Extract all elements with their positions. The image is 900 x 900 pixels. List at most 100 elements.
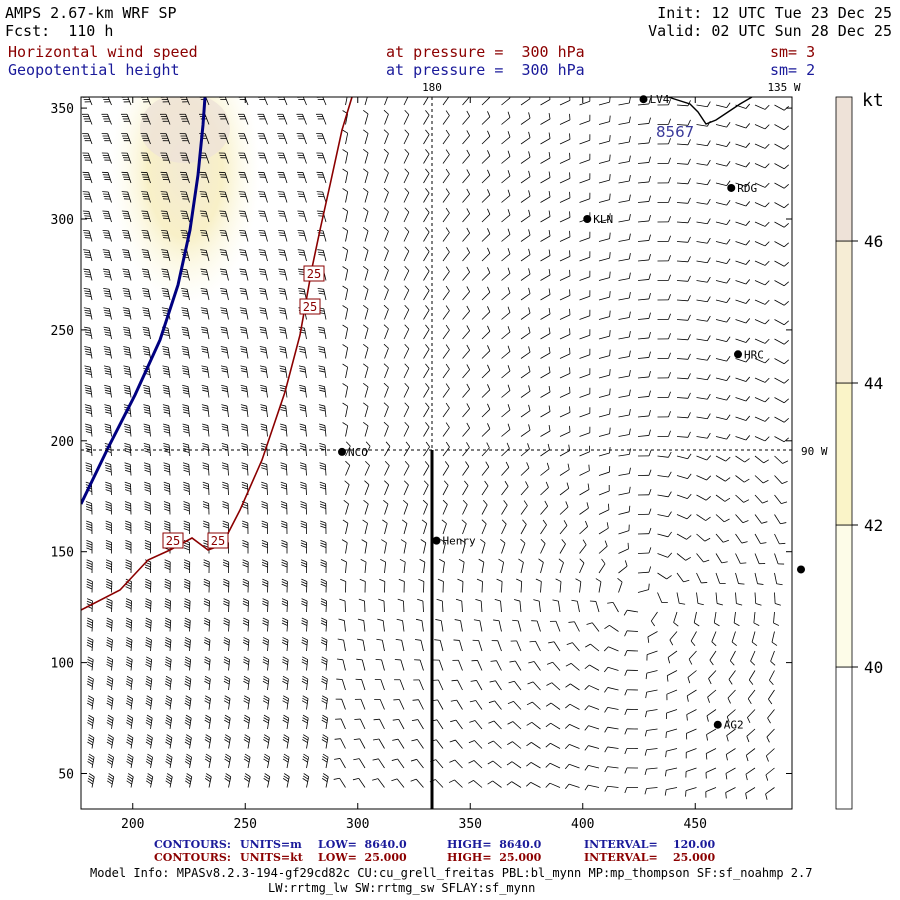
wind-barb-flag bbox=[263, 714, 270, 719]
wind-barb-flag bbox=[85, 409, 92, 412]
wind-barb-flag bbox=[201, 254, 208, 256]
wind-barb bbox=[247, 757, 251, 769]
wind-barb-flag bbox=[123, 309, 130, 312]
wind-barb bbox=[110, 464, 112, 476]
init-time: Init: 12 UTC Tue 23 Dec 25 bbox=[657, 4, 892, 22]
wind-barb-flag bbox=[707, 159, 711, 166]
wind-barb bbox=[559, 469, 570, 476]
wind-barb-flag bbox=[142, 329, 150, 332]
wind-barb-flag bbox=[243, 680, 249, 685]
wind-barb-flag bbox=[783, 379, 789, 384]
wind-barb bbox=[345, 308, 349, 320]
wind-barb-flag bbox=[122, 268, 129, 271]
colorbar-segment bbox=[835, 382, 853, 526]
wind-barb-flag bbox=[352, 778, 359, 781]
wind-barb bbox=[559, 177, 571, 184]
wind-barb-flag bbox=[281, 559, 288, 563]
wind-barb bbox=[91, 698, 94, 710]
wind-barb bbox=[361, 679, 366, 691]
wind-barb-flag bbox=[184, 658, 191, 663]
wind-barb-flag bbox=[86, 625, 93, 629]
wind-barb bbox=[538, 601, 541, 613]
wind-barb-flag bbox=[281, 603, 288, 607]
wind-barb bbox=[441, 600, 444, 613]
wind-barb-flag bbox=[243, 678, 250, 682]
wind-barb bbox=[245, 289, 249, 301]
wind-barb bbox=[501, 562, 504, 574]
wind-barb-flag bbox=[282, 675, 289, 680]
wind-barb bbox=[88, 250, 93, 262]
wind-barb-flag bbox=[648, 234, 651, 241]
wind-barb-flag bbox=[205, 695, 211, 699]
wind-barb bbox=[244, 97, 249, 106]
colorbar-segment bbox=[835, 524, 853, 668]
wind-barb-flag bbox=[201, 312, 208, 315]
wind-barb-flag bbox=[126, 639, 132, 643]
wind-barb-flag bbox=[751, 641, 758, 646]
wind-barb-flag bbox=[260, 389, 267, 392]
wind-barb bbox=[540, 216, 551, 223]
wind-barb-flag bbox=[628, 155, 631, 162]
wind-barb-flag bbox=[300, 539, 307, 543]
wind-barb-flag bbox=[261, 539, 268, 543]
wind-barb bbox=[458, 660, 463, 671]
wind-barb bbox=[284, 308, 288, 320]
wind-barb bbox=[501, 467, 510, 476]
wind-barb bbox=[579, 100, 590, 106]
wind-barb-flag bbox=[363, 422, 369, 427]
wind-barb bbox=[303, 230, 307, 242]
wind-barb-flag bbox=[203, 583, 210, 587]
wind-barb bbox=[359, 718, 366, 730]
wind-barb bbox=[245, 367, 249, 379]
wind-barb bbox=[267, 620, 269, 632]
wind-barb-flag bbox=[548, 171, 551, 178]
wind-barb-flag bbox=[706, 734, 708, 741]
wind-barb-flag bbox=[125, 598, 132, 602]
wind-barb bbox=[167, 269, 171, 281]
wind-barb-flag bbox=[745, 318, 751, 324]
wind-barb-flag bbox=[687, 473, 692, 479]
wind-barb-flag bbox=[648, 371, 651, 378]
wind-barb-flag bbox=[363, 246, 369, 251]
wind-barb-flag bbox=[300, 561, 307, 565]
wind-barb-flag bbox=[147, 773, 153, 778]
wind-barb-flag bbox=[282, 719, 289, 724]
wind-barb bbox=[696, 533, 706, 542]
wind-barb-flag bbox=[566, 482, 570, 489]
wind-barb bbox=[358, 778, 366, 788]
wind-barb bbox=[754, 494, 763, 504]
wind-barb bbox=[765, 767, 775, 776]
wind-barb-flag bbox=[318, 365, 325, 368]
wind-barb-flag bbox=[162, 234, 169, 237]
wind-barb-flag bbox=[106, 625, 112, 629]
wind-barb bbox=[676, 104, 688, 107]
wind-barb bbox=[501, 136, 511, 145]
wind-barb-flag bbox=[260, 351, 267, 353]
wind-barb-flag bbox=[84, 234, 91, 237]
wind-barb-flag bbox=[705, 516, 711, 521]
wind-barb-flag bbox=[687, 197, 691, 204]
wind-barb-flag bbox=[165, 675, 172, 680]
wind-barb bbox=[646, 689, 658, 693]
wind-barb-flag bbox=[126, 697, 133, 702]
wind-barb-flag bbox=[85, 411, 92, 414]
wind-barb bbox=[497, 640, 502, 652]
wind-barb-flag bbox=[126, 700, 133, 704]
wind-barb-flag bbox=[668, 391, 671, 398]
wind-barb bbox=[91, 600, 93, 613]
wind-barb bbox=[169, 620, 172, 632]
wind-barb bbox=[147, 308, 151, 320]
wind-barb-flag bbox=[404, 129, 410, 135]
wind-barb bbox=[108, 230, 112, 242]
wind-barb-flag bbox=[673, 622, 679, 627]
wind-barb-flag bbox=[146, 697, 152, 702]
wind-barb-flag bbox=[183, 447, 190, 451]
wind-barb-flag bbox=[302, 719, 308, 724]
wind-barb bbox=[150, 776, 154, 788]
wind-barb bbox=[637, 337, 649, 340]
wind-barb bbox=[364, 406, 369, 418]
wind-barb-flag bbox=[320, 598, 327, 602]
wind-barb-flag bbox=[125, 625, 132, 629]
wind-barb bbox=[128, 328, 132, 340]
wind-barb-flag bbox=[585, 520, 588, 527]
